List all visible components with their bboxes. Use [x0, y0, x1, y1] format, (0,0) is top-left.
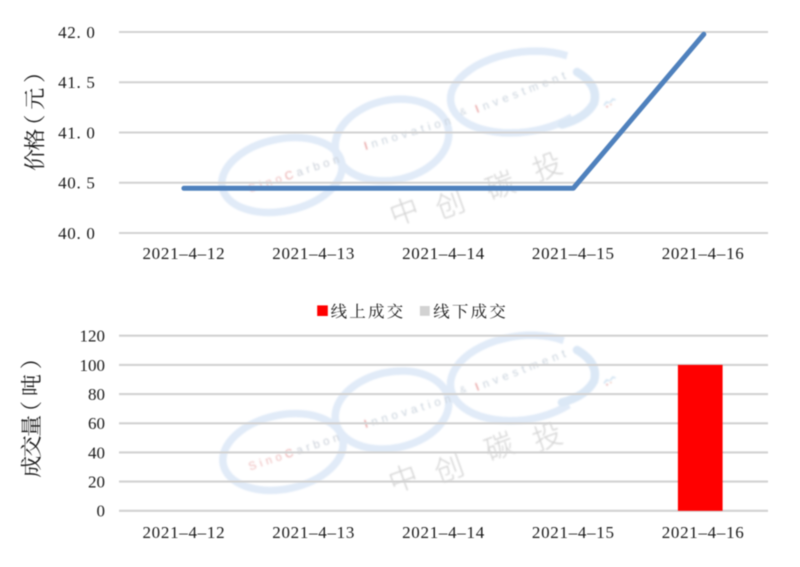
svg-text:2021–4–16: 2021–4–16: [662, 244, 745, 263]
svg-text:41. 5: 41. 5: [58, 73, 96, 92]
svg-text:&: &: [458, 106, 468, 119]
svg-text:2021–4–13: 2021–4–13: [272, 244, 355, 263]
svg-text:41. 0: 41. 0: [58, 123, 96, 142]
svg-text:2021–4–15: 2021–4–15: [532, 244, 615, 263]
svg-text:&: &: [458, 384, 468, 397]
svg-text:20: 20: [88, 473, 105, 492]
svg-text:80: 80: [88, 385, 105, 404]
svg-text:2021–4–16: 2021–4–16: [662, 523, 745, 542]
svg-text:2021–4–14: 2021–4–14: [402, 523, 485, 542]
svg-text:0: 0: [97, 502, 106, 521]
svg-text:40. 0: 40. 0: [58, 224, 96, 243]
svg-text:2021–4–13: 2021–4–13: [272, 523, 355, 542]
svg-text:60: 60: [88, 414, 105, 433]
svg-text:2021–4–15: 2021–4–15: [532, 523, 615, 542]
svg-text:2021–4–12: 2021–4–12: [142, 244, 225, 263]
svg-text:2021–4–14: 2021–4–14: [402, 244, 485, 263]
svg-text:40: 40: [88, 443, 105, 462]
svg-text:120: 120: [80, 327, 106, 346]
svg-text:2021–4–12: 2021–4–12: [142, 523, 225, 542]
svg-text:42. 0: 42. 0: [58, 23, 96, 42]
svg-text:100: 100: [80, 356, 106, 375]
svg-text:40. 5: 40. 5: [58, 174, 96, 193]
